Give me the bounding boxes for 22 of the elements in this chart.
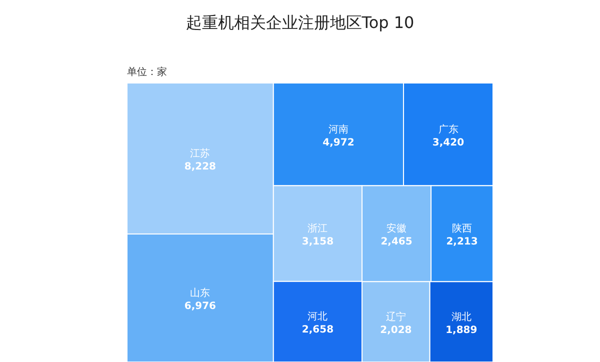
label: 河北 — [308, 312, 328, 323]
label: 浙江 — [308, 224, 328, 235]
value: 6,976 — [184, 301, 216, 312]
annotation: 单位：家 — [127, 67, 167, 78]
value: 2,658 — [302, 324, 334, 336]
value: 2,028 — [380, 324, 412, 336]
value: 1,889 — [446, 324, 478, 336]
value: 3,420 — [432, 137, 464, 148]
label: 江苏 — [190, 148, 210, 160]
value: 2,465 — [380, 236, 412, 248]
label: 广东 — [438, 124, 458, 136]
value: 2,213 — [446, 236, 478, 248]
value: 3,158 — [302, 236, 334, 248]
label: 辽宁 — [386, 312, 406, 323]
label: 陕西 — [452, 224, 472, 235]
label: 山东 — [190, 288, 210, 299]
title: 起重机相关企业注册地区Top 10 — [186, 13, 414, 32]
label: 安徽 — [386, 224, 407, 235]
value: 4,972 — [322, 137, 354, 148]
label: 河南 — [328, 124, 348, 136]
label: 湖北 — [451, 312, 472, 323]
value: 8,228 — [184, 162, 216, 172]
